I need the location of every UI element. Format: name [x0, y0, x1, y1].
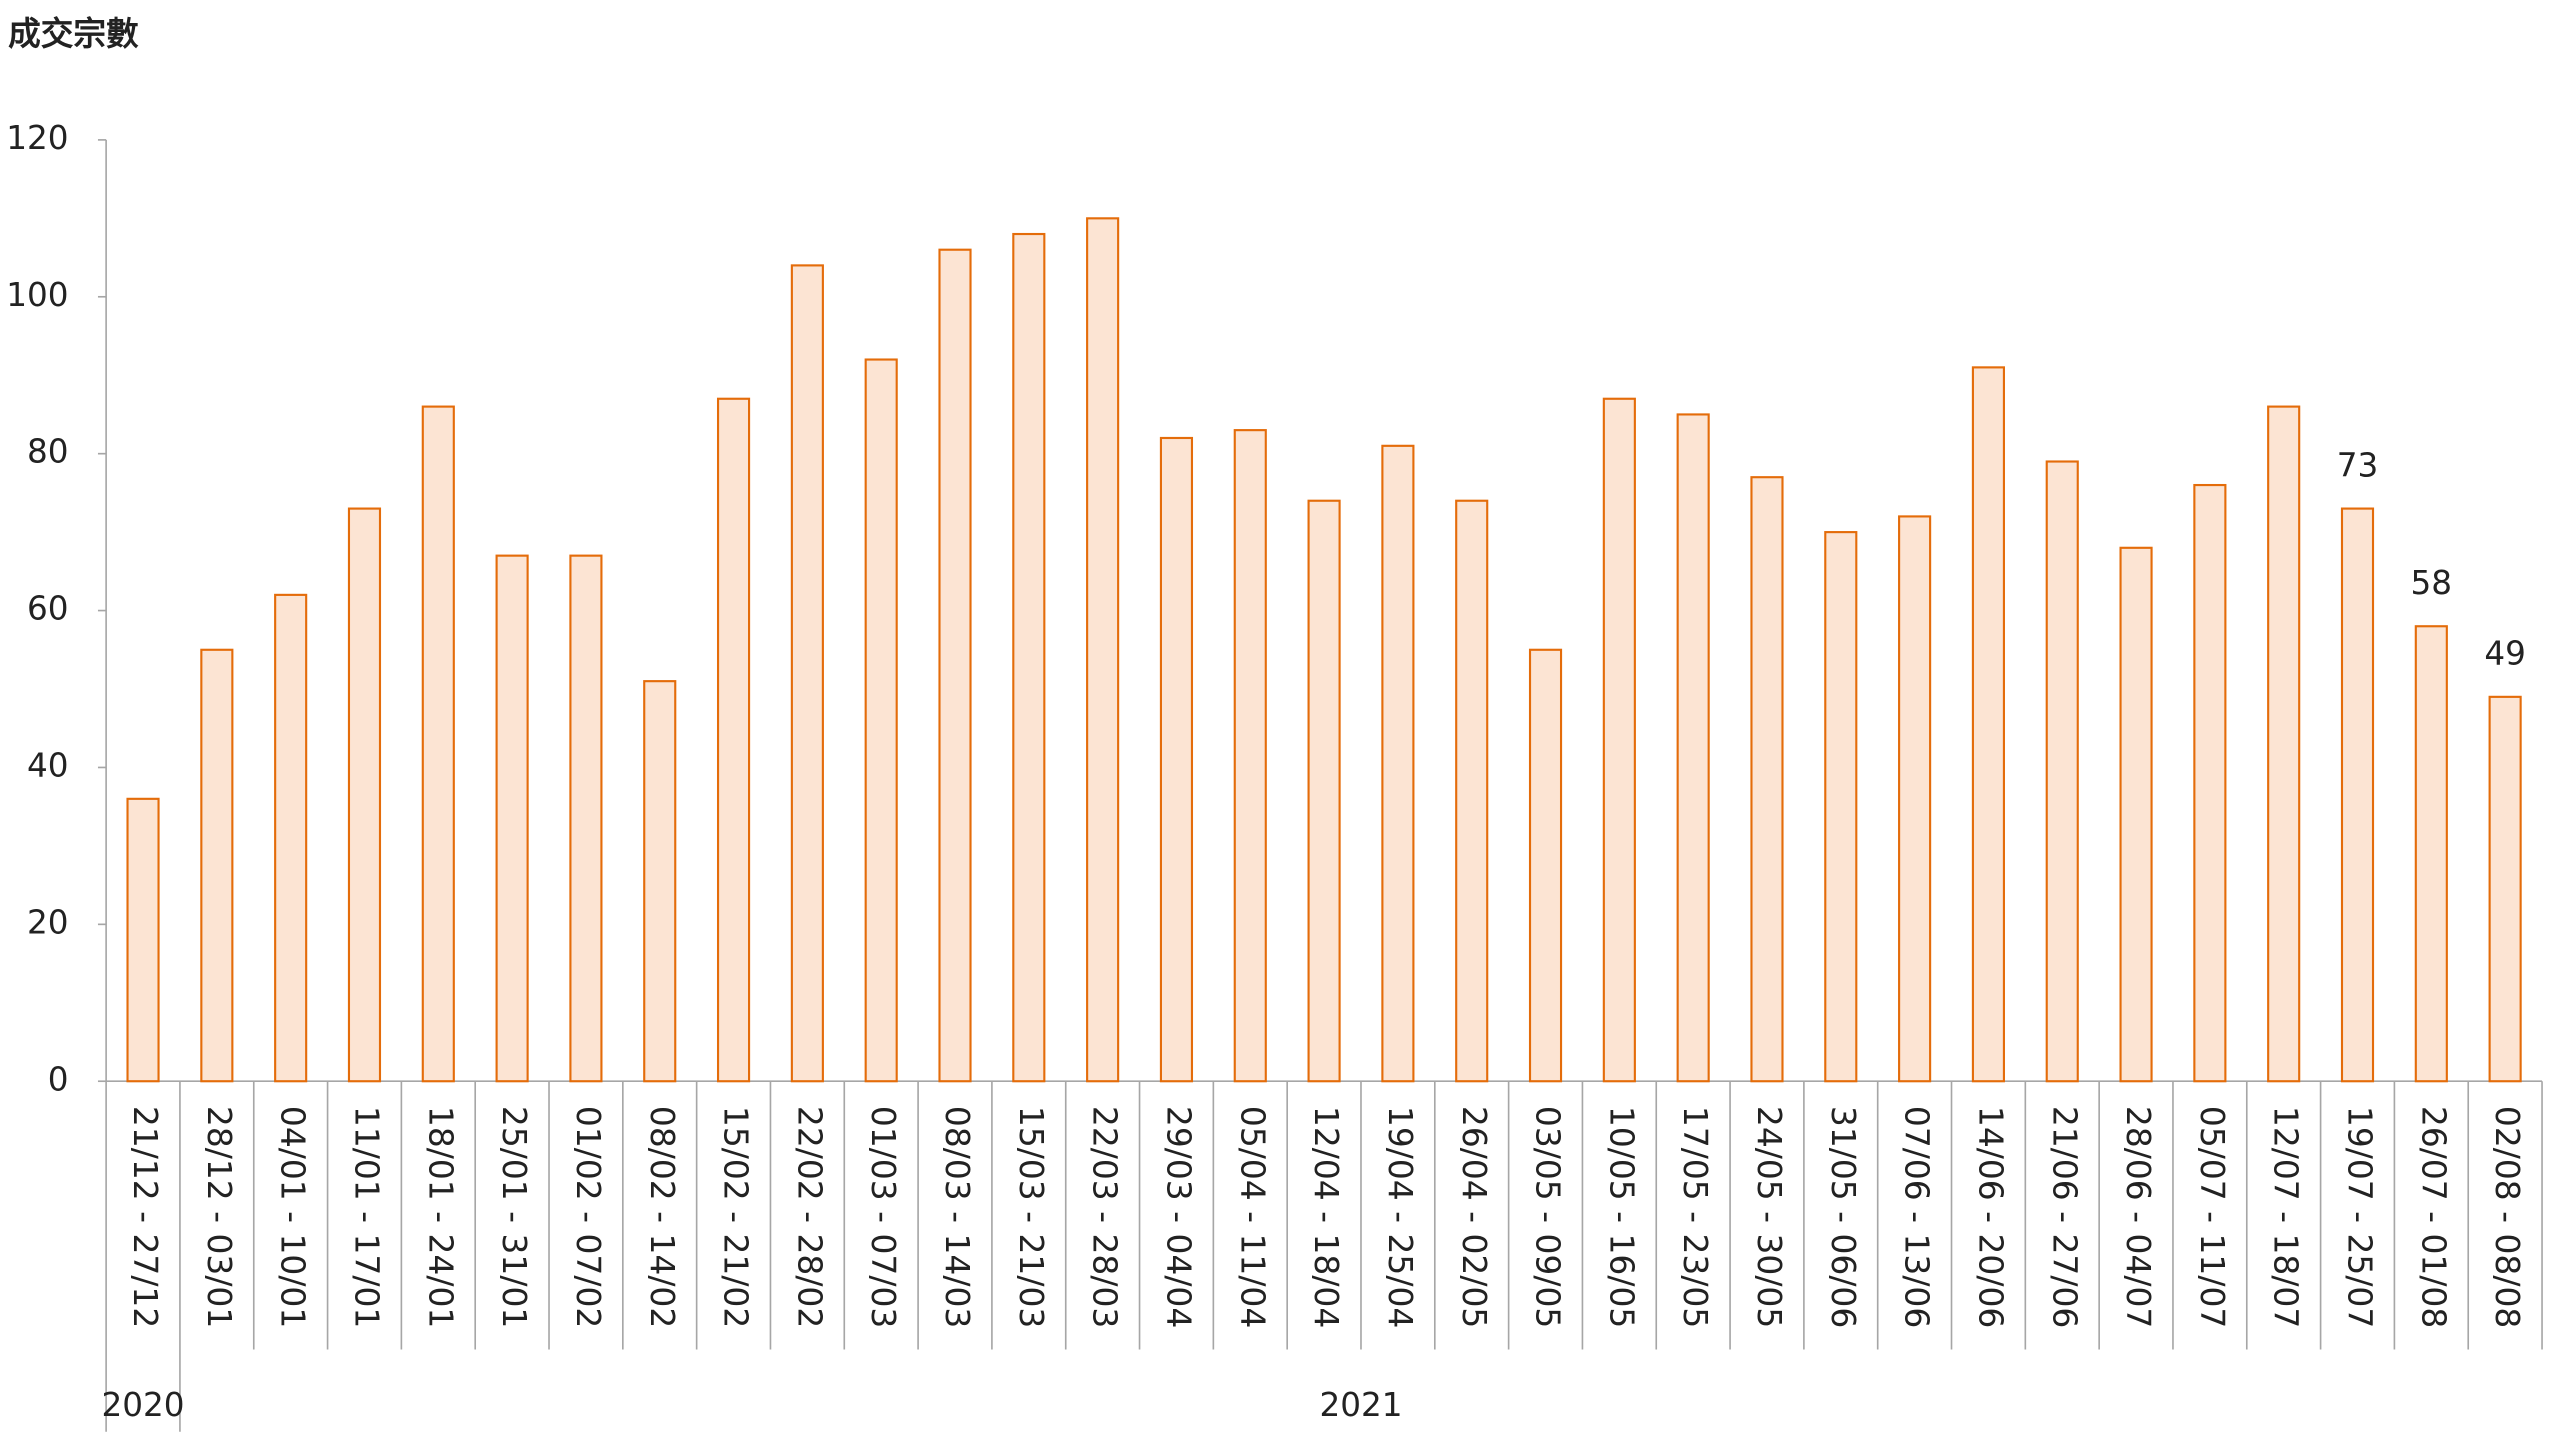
data-label: 49 [2484, 635, 2526, 673]
bar [1528, 648, 1563, 1083]
y-axis-title: 成交宗數 [8, 15, 139, 53]
bar [495, 554, 529, 1083]
x-tick-label: 12/04 - 18/04 [1307, 1106, 1345, 1328]
bar [2267, 405, 2301, 1083]
bar [126, 797, 160, 1083]
bar [1159, 436, 1194, 1083]
x-tick-label: 22/03 - 28/03 [1086, 1106, 1124, 1328]
x-tick-label: 25/01 - 31/01 [495, 1106, 533, 1328]
x-tick-label: 31/05 - 06/06 [1824, 1106, 1862, 1328]
x-tick-label: 07/06 - 13/06 [1898, 1106, 1936, 1328]
x-tick-label: 28/06 - 04/07 [2119, 1106, 2157, 1328]
bar [2340, 507, 2375, 1083]
x-tick-label: 15/03 - 21/03 [1012, 1106, 1050, 1328]
y-tick-label: 40 [27, 746, 69, 784]
bar [2193, 483, 2227, 1083]
x-tick-label: 03/05 - 09/05 [1529, 1106, 1567, 1328]
x-tick-label: 14/06 - 20/06 [1971, 1106, 2009, 1328]
year-label: 2021 [1319, 1386, 1402, 1424]
x-tick-label: 26/04 - 02/05 [1455, 1106, 1493, 1328]
x-tick-label: 12/07 - 18/07 [2267, 1106, 2305, 1328]
bar [569, 554, 603, 1083]
x-tick-label: 28/12 - 03/01 [200, 1106, 238, 1328]
x-tick-label: 19/04 - 25/04 [1381, 1106, 1419, 1328]
y-tick-label: 120 [6, 119, 68, 157]
x-tick-label: 29/03 - 04/04 [1160, 1106, 1198, 1328]
bar [347, 507, 382, 1083]
bar [1233, 429, 1267, 1083]
x-tick-label: 26/07 - 01/08 [2414, 1106, 2452, 1328]
data-label: 58 [2411, 564, 2453, 602]
bar [938, 248, 972, 1083]
x-tick-label: 21/12 - 27/12 [126, 1106, 164, 1328]
bar [643, 680, 677, 1083]
bar [1012, 232, 1046, 1083]
bar [1898, 515, 1932, 1083]
x-tick-label: 21/06 - 27/06 [2045, 1106, 2083, 1328]
x-tick-label: 01/02 - 07/02 [569, 1106, 607, 1328]
bar [1750, 476, 1784, 1083]
data-label: 73 [2337, 446, 2379, 484]
bar [1381, 444, 1415, 1083]
bar [2414, 625, 2448, 1083]
x-tick-label: 22/02 - 28/02 [790, 1106, 828, 1328]
bar [864, 358, 898, 1083]
x-tick-label: 19/07 - 25/07 [2341, 1106, 2379, 1328]
x-tick-label: 08/02 - 14/02 [643, 1106, 681, 1328]
y-tick-label: 60 [27, 589, 69, 627]
y-tick-label: 80 [27, 433, 69, 471]
x-tick-label: 05/04 - 11/04 [1233, 1106, 1271, 1328]
bar [1824, 531, 1858, 1083]
bar [1971, 366, 2005, 1083]
x-tick-label: 11/01 - 17/01 [348, 1106, 386, 1328]
bar [2119, 546, 2153, 1083]
bar [716, 397, 751, 1083]
y-tick-label: 20 [27, 903, 69, 941]
bar [2488, 695, 2522, 1083]
bar [274, 593, 308, 1083]
bar [421, 405, 455, 1083]
bar [2045, 460, 2079, 1083]
bar [1602, 397, 1636, 1083]
x-tick-label: 10/05 - 16/05 [1602, 1106, 1640, 1328]
bar [1307, 499, 1341, 1083]
x-tick-label: 17/05 - 23/05 [1676, 1106, 1714, 1328]
bar [1676, 413, 1710, 1083]
bar [200, 648, 234, 1083]
bar [1455, 499, 1489, 1083]
x-tick-label: 18/01 - 24/01 [421, 1106, 459, 1328]
x-tick-label: 04/01 - 10/01 [274, 1106, 312, 1328]
x-tick-label: 02/08 - 08/08 [2488, 1106, 2526, 1328]
x-tick-label: 24/05 - 30/05 [1750, 1106, 1788, 1328]
x-tick-label: 08/03 - 14/03 [938, 1106, 976, 1328]
y-tick-label: 100 [6, 276, 68, 314]
bar [790, 264, 824, 1083]
y-tick-label: 0 [48, 1060, 69, 1098]
x-tick-label: 05/07 - 11/07 [2193, 1106, 2231, 1328]
x-tick-label: 01/03 - 07/03 [864, 1106, 902, 1328]
year-label: 2020 [102, 1386, 185, 1424]
x-tick-label: 15/02 - 21/02 [717, 1106, 755, 1328]
bar [1086, 217, 1120, 1083]
